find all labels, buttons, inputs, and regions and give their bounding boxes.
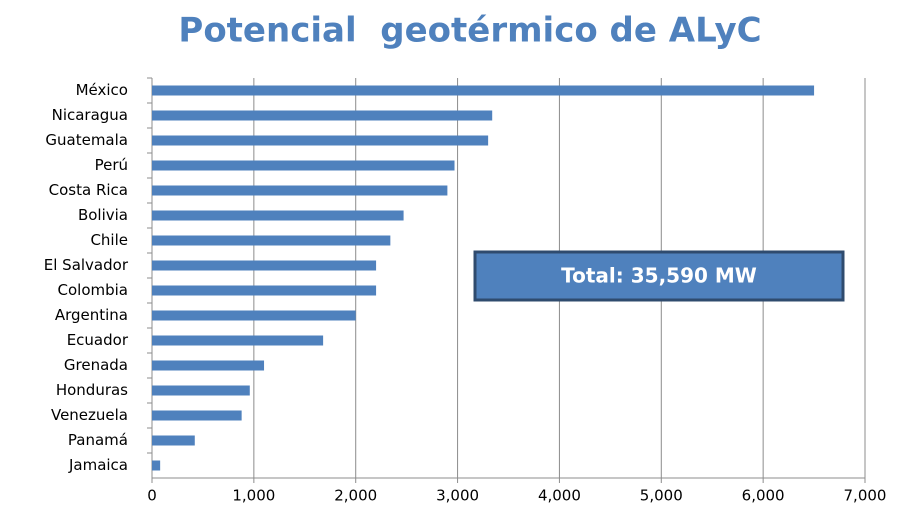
bar (152, 160, 455, 171)
bar (152, 385, 250, 396)
annotation-box (473, 250, 845, 302)
y-tick-label: Costa Rica (49, 181, 128, 199)
x-tick-label: 7,000 (844, 487, 887, 505)
x-tick-label: 6,000 (742, 487, 785, 505)
x-tick-label: 2,000 (334, 487, 377, 505)
annotation: Total: 35,590 MW (561, 264, 757, 288)
bar (152, 310, 356, 321)
bar (152, 185, 448, 196)
y-tick-label: Jamaica (68, 456, 128, 474)
y-tick-label: Grenada (64, 356, 128, 374)
y-tick-label: Venezuela (51, 406, 128, 424)
bar (152, 260, 377, 271)
x-tick-label: 5,000 (640, 487, 683, 505)
y-tick-label: Panamá (68, 431, 128, 449)
bar (152, 435, 195, 446)
x-tick-label: 0 (147, 487, 157, 505)
bar (152, 360, 265, 371)
bar (152, 460, 161, 471)
y-tick-label: Perú (95, 156, 128, 174)
x-tick-label: 1,000 (232, 487, 275, 505)
bar (152, 110, 493, 121)
x-tick-label: 3,000 (436, 487, 479, 505)
chart-title: Potencial geotérmico de ALyC (178, 11, 761, 51)
bar (152, 85, 815, 96)
bar (152, 410, 242, 421)
bar (152, 135, 489, 146)
y-tick-label: Guatemala (45, 131, 128, 149)
y-tick-label: Honduras (56, 381, 128, 399)
bar (152, 210, 404, 221)
y-tick-label: Argentina (55, 306, 128, 324)
y-tick-label: México (76, 81, 128, 99)
bar (152, 235, 391, 246)
y-tick-label: Ecuador (67, 331, 129, 349)
bar (152, 335, 324, 346)
y-tick-label: El Salvador (44, 256, 129, 274)
bar (152, 285, 377, 296)
y-tick-label: Chile (90, 231, 128, 249)
y-tick-label: Bolivia (78, 206, 128, 224)
x-tick-label: 4,000 (538, 487, 581, 505)
y-tick-label: Colombia (58, 281, 129, 299)
y-tick-label: Nicaragua (52, 106, 128, 124)
